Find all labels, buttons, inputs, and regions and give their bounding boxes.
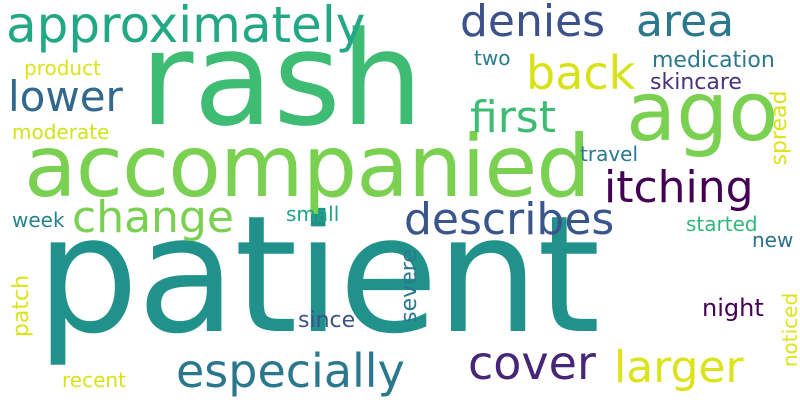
word-rash: rash bbox=[140, 3, 424, 155]
word-spread: spread bbox=[767, 90, 792, 166]
word-week: week bbox=[12, 208, 65, 232]
word-recent: recent bbox=[62, 368, 126, 392]
word-change: change bbox=[72, 192, 234, 243]
word-patch: patch bbox=[9, 274, 34, 338]
word-since: since bbox=[298, 308, 356, 333]
word-larger: larger bbox=[614, 342, 744, 393]
word-skincare: skincare bbox=[650, 70, 742, 95]
word-travel: travel bbox=[580, 142, 639, 166]
word-approximately: approximately bbox=[6, 0, 366, 54]
word-itching: itching bbox=[604, 162, 754, 213]
word-cover: cover bbox=[468, 336, 596, 390]
word-small: small bbox=[286, 202, 340, 226]
word-night: night bbox=[702, 294, 764, 322]
word-two: two bbox=[474, 46, 511, 70]
word-medication: medication bbox=[652, 48, 775, 73]
word-noticed: noticed bbox=[778, 292, 800, 368]
word-area: area bbox=[636, 0, 735, 47]
word-severe: severe bbox=[397, 249, 422, 323]
word-first: first bbox=[470, 92, 556, 143]
word-product: product bbox=[24, 56, 101, 80]
word-started: started bbox=[686, 212, 758, 236]
word-denies: denies bbox=[460, 0, 606, 47]
word-especially: especially bbox=[176, 344, 405, 398]
word-new: new bbox=[752, 228, 794, 252]
word-back: back bbox=[526, 46, 636, 100]
word-describes: describes bbox=[404, 194, 615, 245]
word-lower: lower bbox=[8, 72, 123, 121]
word-ago: ago bbox=[626, 65, 779, 160]
word-moderate: moderate bbox=[12, 120, 110, 144]
word-accompanied: accompanied bbox=[24, 117, 591, 217]
word-patient: patient bbox=[36, 182, 600, 370]
